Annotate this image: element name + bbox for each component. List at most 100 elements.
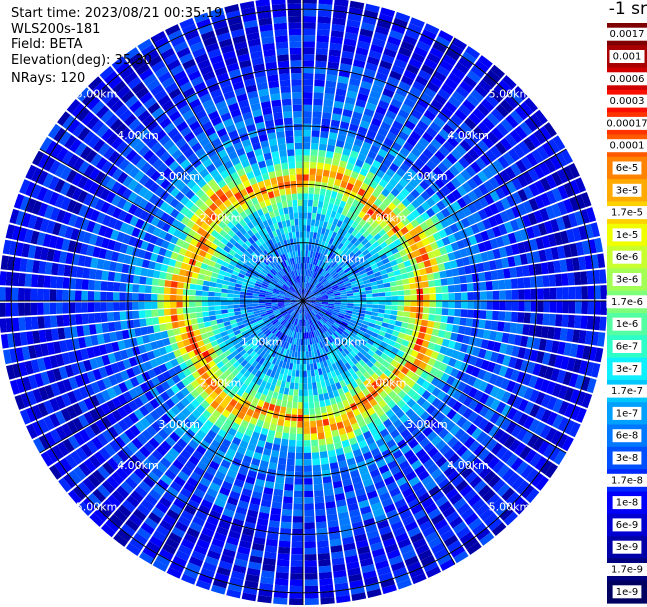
ray-gate-cell bbox=[388, 319, 396, 325]
ray-gate-cell bbox=[330, 30, 344, 38]
ray-gate-cell bbox=[133, 467, 147, 480]
ray-gate-cell bbox=[303, 262, 305, 270]
ray-gate-cell bbox=[415, 486, 428, 498]
ray-gate-cell bbox=[501, 404, 512, 417]
ray-gate-cell bbox=[329, 350, 335, 358]
ray-gate-cell bbox=[419, 346, 428, 355]
ray-gate-cell bbox=[350, 515, 362, 524]
ray-gate-cell bbox=[315, 282, 321, 288]
ray-gate-cell bbox=[339, 214, 346, 222]
ray-gate-cell bbox=[106, 476, 120, 490]
ray-gate-cell bbox=[289, 309, 294, 315]
ray-gate-cell bbox=[295, 312, 299, 319]
ray-gate-cell bbox=[331, 474, 342, 483]
ray-gate-cell bbox=[328, 455, 338, 464]
ray-gate-cell bbox=[56, 209, 66, 223]
ray-gate-cell bbox=[421, 380, 431, 390]
ray-gate-cell bbox=[180, 216, 190, 226]
ray-gate-cell bbox=[578, 256, 587, 271]
ray-gate-cell bbox=[304, 585, 319, 593]
ray-gate-cell bbox=[246, 292, 253, 296]
ray-gate-cell bbox=[37, 316, 45, 329]
ray-gate-cell bbox=[531, 149, 544, 164]
ray-gate-cell bbox=[559, 328, 568, 341]
ray-gate-cell bbox=[167, 351, 176, 361]
ray-gate-cell bbox=[417, 261, 426, 270]
ray-gate-cell bbox=[190, 389, 200, 399]
ray-gate-cell bbox=[81, 302, 88, 313]
ray-gate-cell bbox=[357, 253, 365, 260]
ray-gate-cell bbox=[419, 221, 429, 231]
ray-gate-cell bbox=[234, 342, 242, 350]
ray-gate-cell bbox=[312, 287, 317, 293]
ray-gate-cell bbox=[325, 312, 332, 317]
ray-gate-cell bbox=[397, 380, 407, 390]
ray-gate-cell bbox=[504, 166, 517, 180]
ray-gate-cell bbox=[236, 364, 244, 372]
ray-gate-cell bbox=[254, 391, 262, 400]
ray-gate-cell bbox=[424, 23, 440, 35]
ray-gate-cell bbox=[279, 290, 286, 295]
ray-gate-cell bbox=[520, 360, 530, 372]
ray-gate-cell bbox=[575, 286, 582, 300]
ray-gate-cell bbox=[353, 239, 361, 247]
ray-gate-cell bbox=[219, 486, 231, 497]
ray-gate-cell bbox=[457, 197, 467, 209]
ray-gate-cell bbox=[209, 509, 222, 520]
ray-gate-cell bbox=[348, 156, 357, 165]
ray-gate-cell bbox=[63, 264, 72, 277]
ray-gate-cell bbox=[324, 93, 335, 101]
ray-gate-cell bbox=[561, 273, 569, 286]
ray-gate-cell bbox=[445, 181, 456, 193]
ray-gate-cell bbox=[333, 291, 341, 295]
ray-gate-cell bbox=[199, 327, 207, 335]
ray-gate-cell bbox=[545, 205, 556, 220]
ray-gate-cell bbox=[234, 286, 241, 292]
ray-gate-cell bbox=[76, 266, 84, 278]
ray-gate-cell bbox=[319, 584, 334, 592]
ray-gate-cell bbox=[505, 290, 512, 300]
ray-gate-cell bbox=[24, 273, 32, 287]
ray-gate-cell bbox=[89, 422, 102, 436]
ray-gate-cell bbox=[586, 378, 597, 394]
ray-gate-cell bbox=[262, 564, 276, 572]
ray-gate-cell bbox=[308, 304, 314, 309]
ray-gate-cell bbox=[200, 499, 213, 510]
ray-gate-cell bbox=[418, 69, 432, 81]
ray-gate-cell bbox=[306, 351, 309, 358]
ray-gate-cell bbox=[453, 360, 463, 370]
ray-gate-cell bbox=[311, 264, 315, 271]
ray-gate-cell bbox=[562, 165, 575, 181]
ray-gate-cell bbox=[164, 205, 175, 215]
ray-gate-cell bbox=[402, 394, 412, 404]
ray-gate-cell bbox=[479, 281, 487, 291]
ray-gate-cell bbox=[269, 282, 276, 287]
ray-gate-cell bbox=[31, 184, 42, 199]
ray-gate-cell bbox=[493, 84, 508, 99]
ray-gate-cell bbox=[429, 47, 444, 59]
ray-gate-cell bbox=[282, 374, 288, 382]
ray-gate-cell bbox=[351, 357, 359, 365]
ray-gate-cell bbox=[326, 308, 334, 313]
ray-gate-cell bbox=[406, 203, 416, 213]
ray-gate-cell bbox=[37, 274, 45, 288]
ray-gate-cell bbox=[464, 512, 479, 526]
ray-gate-cell bbox=[430, 214, 440, 225]
ray-gate-cell bbox=[111, 341, 120, 352]
ray-gate-cell bbox=[330, 370, 337, 378]
ray-gate-cell bbox=[385, 344, 394, 352]
ray-gate-cell bbox=[475, 157, 487, 170]
ray-gate-cell bbox=[475, 503, 490, 517]
ray-gate-cell bbox=[84, 425, 96, 439]
ray-gate-cell bbox=[5, 302, 13, 317]
ray-gate-cell bbox=[303, 91, 313, 99]
ray-gate-cell bbox=[234, 451, 244, 461]
ray-gate-cell bbox=[429, 307, 436, 315]
ray-gate-cell bbox=[301, 307, 303, 314]
ray-gate-cell bbox=[536, 145, 549, 161]
ray-gate-cell bbox=[404, 347, 413, 355]
ray-gate-cell bbox=[195, 301, 202, 307]
ray-gate-cell bbox=[249, 389, 257, 397]
ray-gate-cell bbox=[160, 402, 171, 413]
ray-gate-cell bbox=[447, 252, 456, 261]
